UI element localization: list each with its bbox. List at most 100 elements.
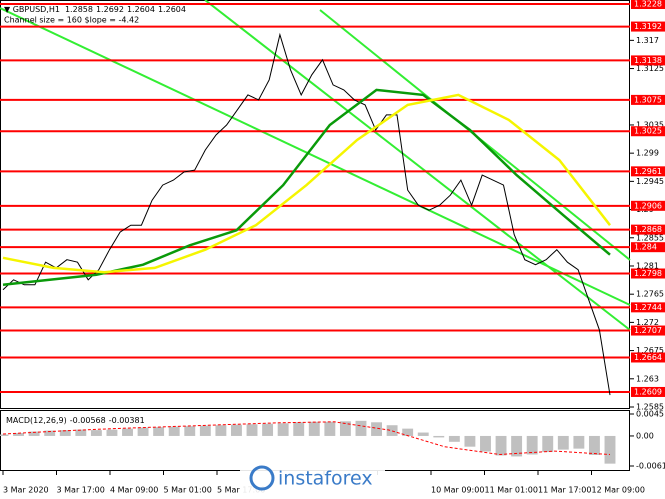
y-tick-label: 0.00: [636, 431, 654, 440]
histogram-bar: [402, 428, 414, 436]
level-label: 1.2664: [634, 353, 662, 362]
level-label-bg: [631, 302, 665, 313]
x-tick-label: 3 Mar 17:00: [57, 486, 105, 495]
main-frame: [0, 0, 630, 409]
level-label: 1.3075: [634, 95, 662, 104]
level-label-bg: [631, 268, 665, 279]
y-tick-label: 1.299: [636, 149, 659, 158]
histogram-bar: [153, 427, 165, 436]
level-label: 1.284: [634, 243, 657, 252]
quote: 1.2604: [158, 5, 186, 14]
histogram-bar: [542, 435, 554, 453]
histogram-bar: [277, 423, 289, 436]
arrow: ▼: [4, 5, 13, 14]
level-label-bg: [631, 325, 665, 336]
y-tick-label: 1.281: [636, 261, 659, 270]
macd-readout: -0.00381: [109, 416, 145, 425]
y-tick-label: 1.263: [636, 374, 659, 383]
histogram-bar: [355, 420, 367, 436]
x-tick-label: 5 Mar 01:00: [164, 486, 212, 495]
y-tick-label: 1.2855: [636, 233, 664, 242]
level-label-bg: [631, 21, 665, 32]
histogram-bar: [464, 435, 476, 447]
histogram-bar: [448, 435, 460, 442]
channel-line: [204, 0, 631, 331]
x-tick-label: 12 Mar 09:00: [592, 486, 645, 495]
histogram-bar: [122, 428, 133, 436]
signal-line: [2, 421, 611, 456]
histogram-bar: [588, 435, 600, 455]
level-label-bg: [631, 94, 665, 105]
x-tick-label: 4 Mar 09:00: [110, 486, 158, 495]
histogram-bar: [137, 427, 149, 436]
histogram-bar: [262, 423, 274, 436]
level-label: 1.2868: [634, 225, 662, 234]
histogram-bar: [557, 435, 569, 450]
quote: 1.2604: [127, 5, 155, 14]
histogram-bar: [199, 425, 211, 436]
level-label-bg: [631, 200, 665, 211]
histogram-bar: [604, 435, 616, 464]
level-label: 1.3138: [634, 56, 662, 65]
histogram-bar: [371, 422, 382, 436]
level-label: 1.2609: [634, 387, 662, 396]
x-tick-label: 10 Mar 09:00: [431, 486, 484, 495]
histogram-bar: [308, 421, 320, 436]
level-label: 1.2707: [634, 326, 662, 335]
histogram-bar: [573, 435, 585, 449]
histogram-bar: [324, 421, 336, 436]
histogram-bar: [386, 425, 398, 436]
y-tick-label: 1.2765: [636, 290, 664, 299]
histogram-bar: [215, 425, 227, 436]
quote: 1.2858: [65, 5, 93, 14]
level-label-bg: [631, 166, 665, 177]
level-label: 1.3228: [634, 0, 662, 9]
histogram-bar: [184, 426, 196, 436]
histogram-bar: [75, 429, 87, 436]
quote: 1.2692: [96, 5, 124, 14]
level-label-bg: [631, 386, 665, 397]
histogram-bar: [293, 422, 305, 436]
y-tick-label: 1.3035: [636, 120, 664, 129]
symbol: GBPUSD,H1: [13, 5, 60, 14]
histogram-bar: [417, 432, 429, 436]
logo-icon: [249, 465, 275, 491]
histogram-bar: [231, 424, 242, 436]
histogram-bar: [106, 429, 118, 436]
histogram-bar: [90, 430, 102, 436]
watermark-text: instaforex: [278, 468, 373, 490]
level-label: 1.2798: [634, 269, 662, 278]
level-label: 1.2744: [634, 303, 662, 312]
y-tick-label: 1.2675: [636, 346, 664, 355]
price-line: [2, 32, 611, 396]
histogram-bar: [511, 435, 523, 457]
histogram-bar: [168, 426, 180, 436]
histogram-bar: [339, 421, 351, 436]
y-tick-label: 1.272: [636, 318, 659, 327]
level-label: 1.3192: [634, 22, 662, 31]
level-label: 1.2906: [634, 201, 662, 210]
x-tick-label: 3 Mar 2020: [3, 486, 49, 495]
histogram-bar: [44, 430, 56, 436]
histogram-bar: [59, 430, 71, 436]
channel-line: [0, 7, 631, 306]
histogram-bar: [28, 431, 40, 436]
y-tick-label: 0.0045: [636, 410, 664, 419]
y-tick-label: 1.2945: [636, 177, 664, 186]
y-tick-label: 1.3125: [636, 64, 664, 73]
histogram-bar: [0, 434, 9, 436]
histogram-bar: [246, 424, 258, 436]
y-tick-label: -0.00616: [636, 462, 665, 471]
x-tick-label: 11 Mar 01:00: [485, 486, 538, 495]
histogram-bar: [526, 435, 538, 455]
histogram-bar: [433, 435, 445, 438]
header-subtitle: Channel size = 160 $lope = -4.42: [4, 16, 139, 25]
level-label-bg: [631, 352, 665, 363]
histogram-bar: [480, 435, 491, 452]
level-label: 1.2961: [634, 167, 662, 176]
macd-name: MACD(12,26,9): [6, 416, 67, 425]
y-tick-label: 1.317: [636, 36, 659, 45]
macd-readout: -0.00568: [70, 416, 106, 425]
